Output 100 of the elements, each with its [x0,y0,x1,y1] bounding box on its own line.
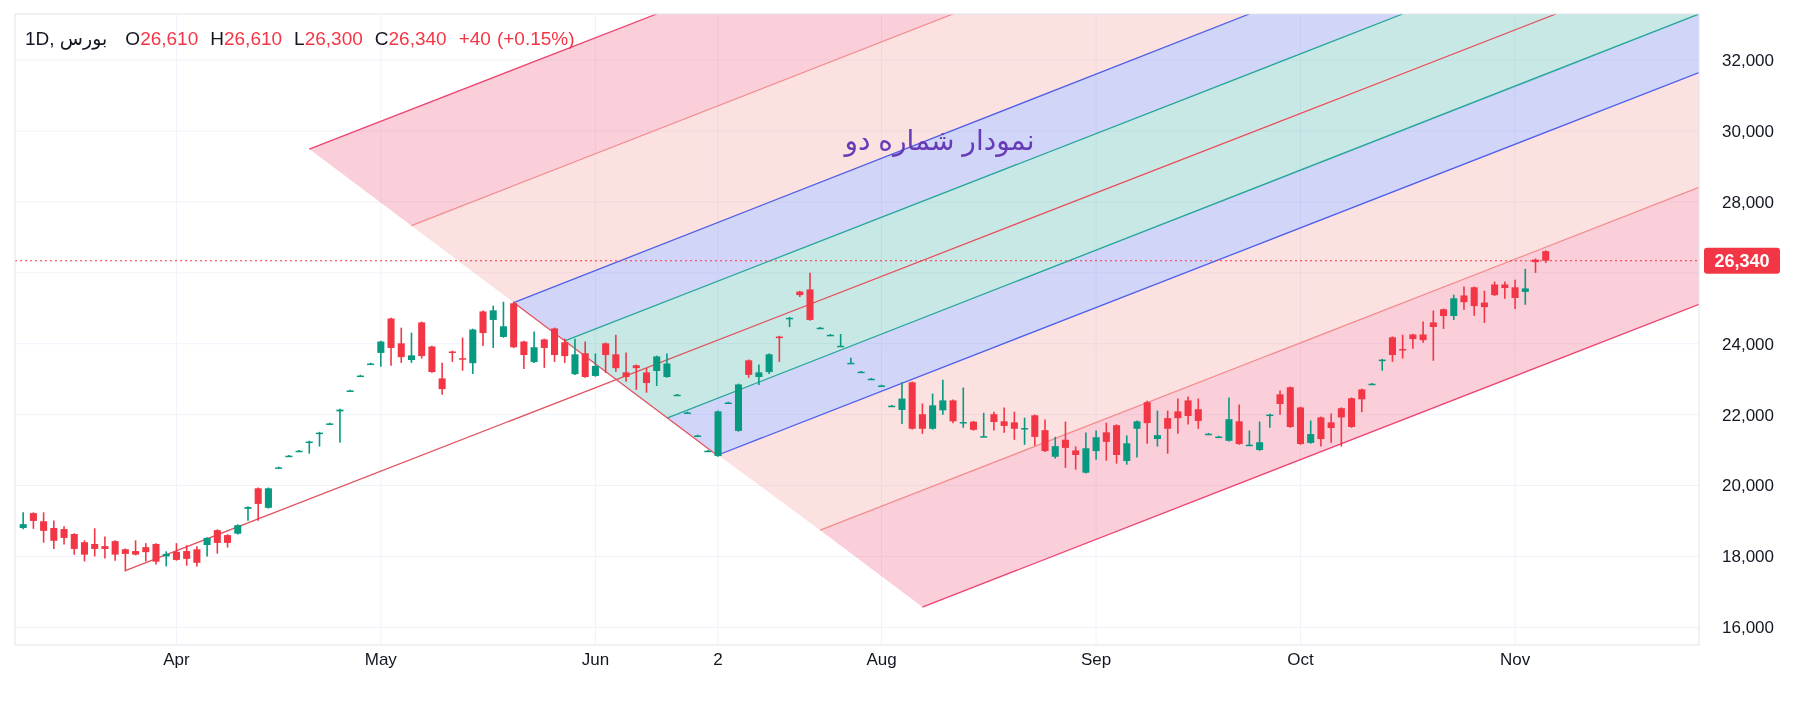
candlestick [1235,404,1243,445]
candlestick [632,364,640,390]
candlestick [602,342,610,373]
candlestick [1000,407,1008,433]
candlestick [111,540,119,561]
candlestick [213,529,221,554]
candlestick [91,528,99,557]
candlestick [1388,336,1396,362]
y-tick-label: 18,000 [1722,547,1774,567]
candlestick [540,338,548,368]
candlestick [520,340,528,369]
candlestick [1133,420,1141,458]
x-tick-label: Oct [1287,650,1314,669]
candlestick [1307,420,1315,444]
candlestick [438,362,446,395]
x-tick-label: Aug [866,650,897,669]
candlestick [1102,422,1110,461]
candlestick [612,334,620,372]
candlestick [1123,435,1131,465]
candlestick [70,533,78,555]
candlestick [1409,333,1417,349]
y-tick-label: 20,000 [1722,476,1774,496]
y-tick-label: 30,000 [1722,121,1774,141]
candlestick [1337,407,1345,447]
candlestick [765,353,773,374]
candlestick [1031,414,1039,446]
candlestick [1501,281,1509,299]
candlestick [1061,421,1069,468]
ref-line-label: 26,340 [1714,251,1770,272]
candlestick [244,506,252,521]
candlestick [499,301,507,338]
candlestick [1276,390,1284,415]
candlestick [1164,410,1172,454]
candlestick [1256,421,1264,451]
candlestick [929,393,937,430]
y-tick-label: 16,000 [1722,618,1774,638]
y-tick-label: 24,000 [1722,334,1774,354]
candlestick [183,545,191,566]
candlestick [571,338,579,375]
x-tick-label: Sep [1080,650,1112,669]
candlestick [1450,294,1458,321]
x-tick-label: Nov [1499,650,1531,669]
y-tick-label: 32,000 [1722,51,1774,71]
candlestick [622,352,630,382]
candlestick [1153,410,1161,447]
text: O26,610 H26,610 L26,300 C26,340 +40 (+0.15%) [125,28,575,49]
candlestick [121,548,129,572]
candlestick [1358,388,1366,413]
x-tick-label: Jun [581,650,610,669]
candlestick [1143,400,1151,444]
candlestick [1051,436,1059,459]
candlestick [264,487,272,509]
candlestick [1327,413,1335,443]
candlestick [1021,417,1029,445]
candlestick [1225,397,1233,442]
candlestick [898,382,906,424]
candlestick [1419,321,1427,343]
candlestick [19,512,27,530]
candlestick [642,368,651,393]
candlestick [142,543,150,562]
candlestick [1440,308,1448,329]
y-tick-label: 28,000 [1722,192,1774,212]
candlestick [581,341,589,378]
candlestick [1072,446,1080,470]
candlestick [755,364,763,385]
candlestick [949,399,957,424]
candlestick [152,543,160,565]
candlestick [561,338,569,363]
candlestick [980,412,988,438]
candlestick [939,379,947,415]
candlestick [1010,411,1018,440]
candlestick [1041,419,1049,452]
candlestick [1184,396,1192,425]
x-tick-label: 2 [713,650,723,669]
candlestick [40,512,48,543]
candlestick [479,310,487,346]
candlestick [530,331,538,363]
candlestick [459,337,467,371]
candlestick [1194,398,1202,429]
candlestick [101,536,109,559]
y-tick-label: 22,000 [1722,405,1774,425]
x-tick-label: May [364,650,398,669]
candlestick [1511,279,1519,310]
candlestick [591,353,599,377]
candlestick [1470,286,1478,316]
candlestick [1460,286,1468,310]
text: 1D, بورس [25,28,108,50]
candlestick [1092,430,1100,460]
candlestick [254,487,262,521]
candlestick [918,403,926,434]
candlestick [1317,416,1325,447]
candlestick [50,520,58,550]
candlestick [397,327,405,363]
candlestick [407,332,415,363]
x-tick-label: Apr [163,650,191,669]
candlestick [959,387,967,428]
candlestick [489,305,497,349]
candlestick [80,540,89,562]
candlestick [663,353,671,378]
candlestick [377,340,385,367]
